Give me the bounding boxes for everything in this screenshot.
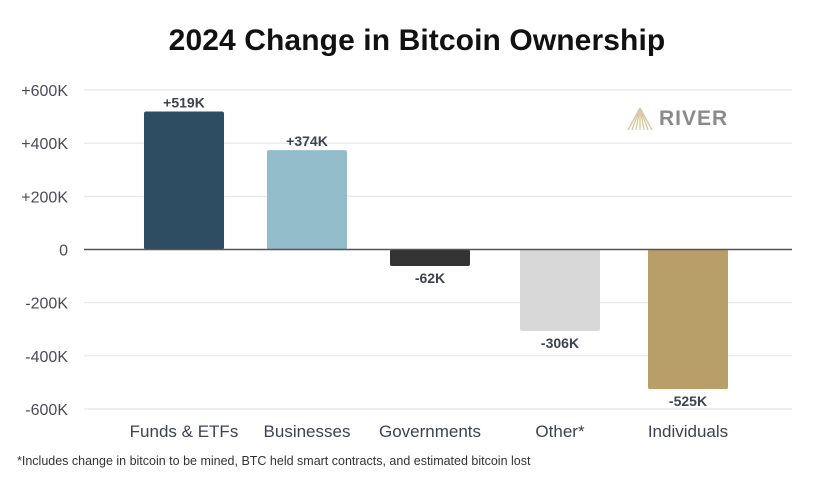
bar-businesses xyxy=(267,150,347,250)
x-category-label: Funds & ETFs xyxy=(130,422,239,441)
y-tick-label: +200K xyxy=(21,189,68,206)
brand-name: RIVER xyxy=(659,107,729,130)
x-category-label: Businesses xyxy=(264,422,351,441)
y-tick-label: -200K xyxy=(25,296,68,313)
bar-other xyxy=(520,249,600,331)
y-tick-label: 0 xyxy=(59,243,68,260)
bar-funds-etfs xyxy=(144,111,224,250)
x-category-label: Individuals xyxy=(648,422,728,441)
y-axis-ticks: +600K +400K +200K 0 -200K -400K -600K xyxy=(21,83,68,419)
data-label: -306K xyxy=(541,335,579,351)
x-category-label: Governments xyxy=(379,422,481,441)
x-category-label: Other* xyxy=(535,422,585,441)
river-mountain-icon xyxy=(627,107,653,131)
chart-title: 2024 Change in Bitcoin Ownership xyxy=(168,24,666,57)
x-axis-labels: Funds & ETFs Businesses Governments Other* I… xyxy=(130,422,728,441)
y-tick-label: +400K xyxy=(21,136,68,153)
data-label: -62K xyxy=(415,270,445,286)
data-label: +519K xyxy=(163,95,205,111)
bar-governments xyxy=(390,249,470,266)
footnote: *Includes change in bitcoin to be mined,… xyxy=(17,454,531,468)
y-tick-label: -400K xyxy=(25,349,68,366)
river-logo: RIVER xyxy=(627,107,728,131)
data-label: +374K xyxy=(286,133,328,149)
data-label: -525K xyxy=(669,393,707,409)
bar-individuals xyxy=(648,249,728,390)
y-tick-label: -600K xyxy=(25,402,68,419)
y-tick-label: +600K xyxy=(21,83,68,100)
data-labels: +519K +374K -62K -306K -525K xyxy=(163,95,707,410)
bars xyxy=(144,111,728,390)
